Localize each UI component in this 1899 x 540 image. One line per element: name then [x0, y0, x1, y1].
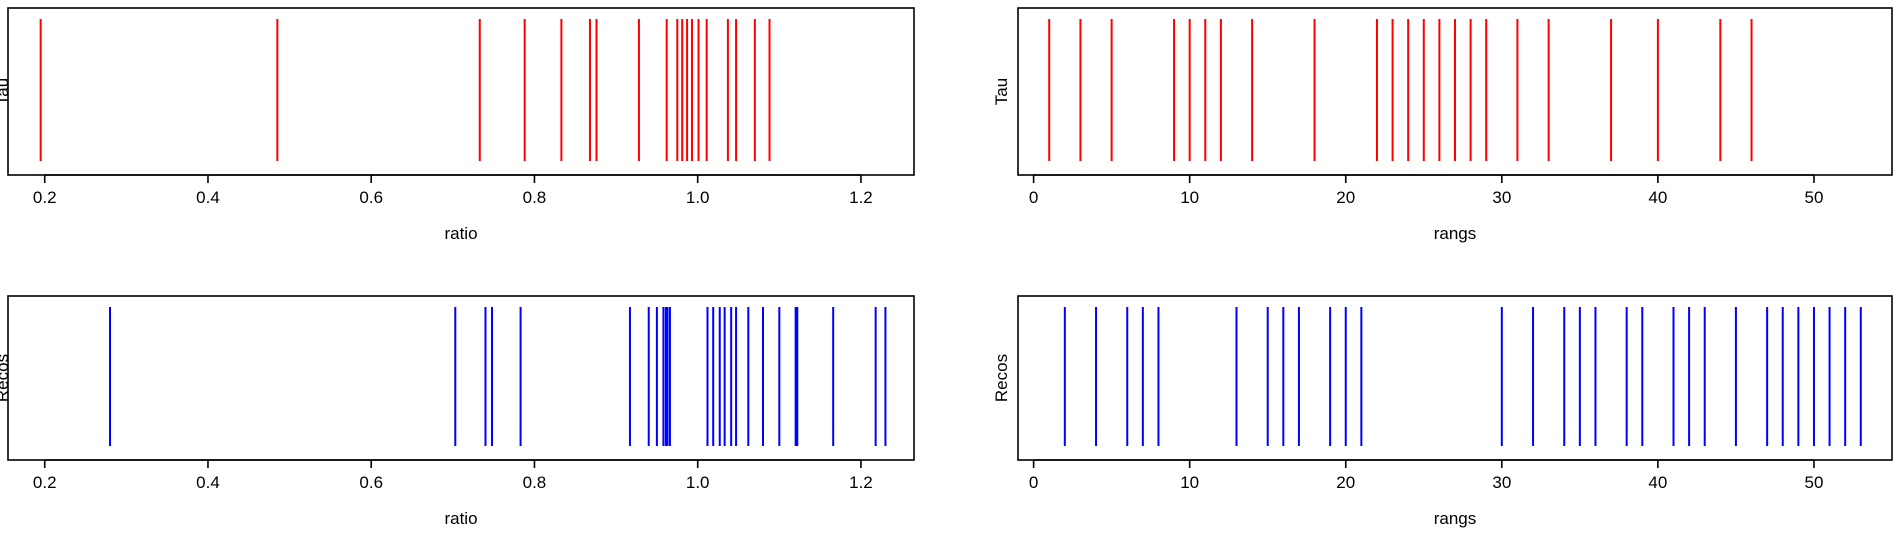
plot-frame	[7, 7, 915, 176]
panel-2: 0 10 20 30 40 50 rangs Tau	[992, 7, 1893, 243]
x-tick-label: 10	[1180, 473, 1199, 492]
x-axis-title: rangs	[1434, 224, 1477, 243]
y-axis-title: Recos	[0, 354, 12, 402]
x-tick-label: 0.6	[359, 473, 383, 492]
x-tick-label: 30	[1492, 473, 1511, 492]
x-tick-label: 40	[1648, 188, 1667, 207]
y-axis-title: Tau	[992, 78, 1011, 105]
x-axis-title: ratio	[444, 509, 477, 528]
plot-frame	[7, 295, 915, 461]
panel-4: 0 10 20 30 40 50 rangs Recos	[992, 295, 1893, 528]
x-tick-label: 1.2	[849, 188, 873, 207]
x-tick-label: 20	[1336, 473, 1355, 492]
x-tick-label: 0.2	[33, 473, 57, 492]
x-tick-label: 50	[1805, 188, 1824, 207]
x-tick-label: 30	[1492, 188, 1511, 207]
x-tick-label: 0.6	[359, 188, 383, 207]
x-tick-label: 50	[1805, 473, 1824, 492]
panel-3: 0.2 0.4 0.6 0.8 1.0 1.2 ratio Recos	[0, 295, 915, 528]
panel-1: 0.2 0.4 0.6 0.8 1.0 1.2 ratio Tau	[0, 7, 915, 243]
x-tick-label: 1.0	[686, 188, 710, 207]
x-tick-label: 0.8	[523, 188, 547, 207]
x-tick-label: 0.8	[523, 473, 547, 492]
plot-frame	[1017, 295, 1893, 461]
x-tick-label: 0.2	[33, 188, 57, 207]
y-axis-title: Recos	[992, 354, 1011, 402]
x-axis-title: rangs	[1434, 509, 1477, 528]
x-tick-label: 10	[1180, 188, 1199, 207]
x-axis-title: ratio	[444, 224, 477, 243]
y-axis-title: Tau	[0, 78, 12, 105]
x-tick-label: 0.4	[196, 473, 220, 492]
x-tick-label: 1.0	[686, 473, 710, 492]
x-tick-label: 0	[1029, 473, 1038, 492]
x-tick-label: 1.2	[849, 473, 873, 492]
x-tick-label: 20	[1336, 188, 1355, 207]
x-tick-label: 40	[1648, 473, 1667, 492]
x-tick-label: 0.4	[196, 188, 220, 207]
x-tick-label: 0	[1029, 188, 1038, 207]
